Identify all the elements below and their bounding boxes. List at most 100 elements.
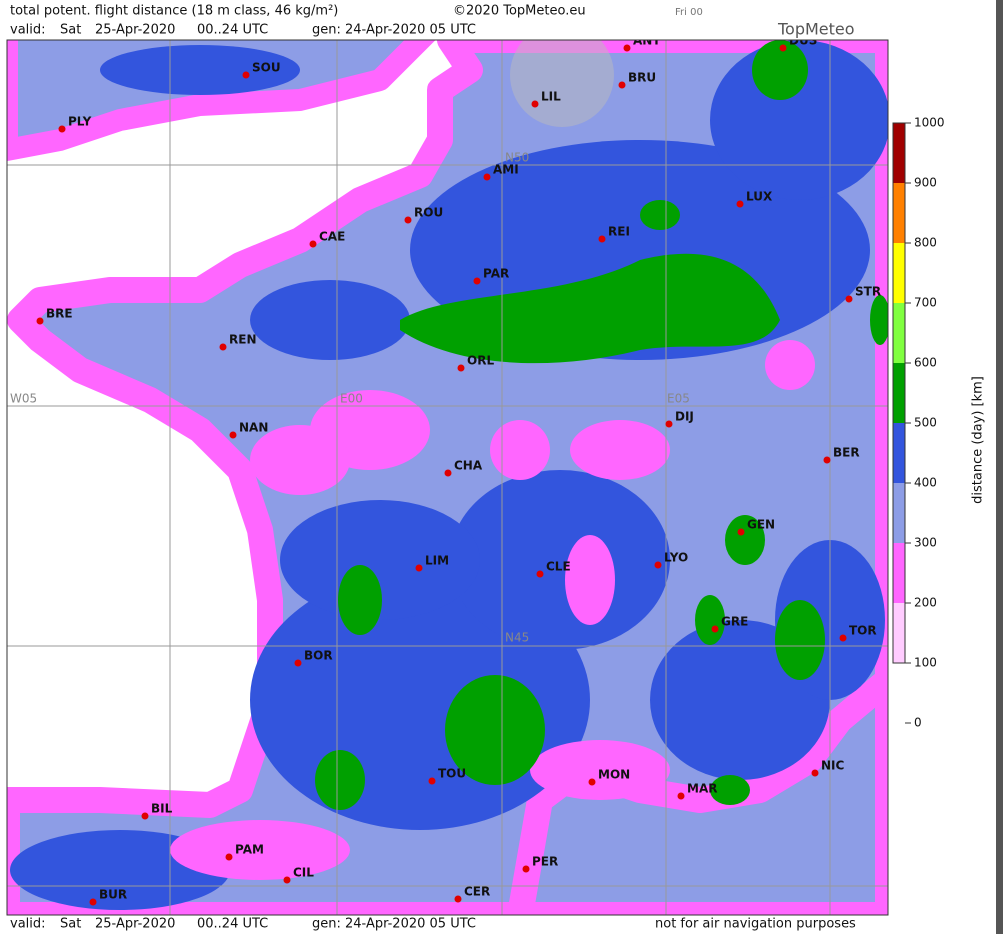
- city-label: SOU: [252, 61, 281, 75]
- city-label: TOU: [438, 767, 466, 781]
- city-label: GEN: [747, 518, 775, 532]
- legend-frame: [892, 122, 906, 664]
- graticule: [7, 40, 888, 915]
- city-marker: [309, 240, 317, 248]
- city-label: ROU: [414, 206, 443, 220]
- city-marker: [225, 853, 233, 861]
- city-marker: [473, 277, 481, 285]
- brand: TopMeteo: [777, 20, 855, 39]
- city-label: CER: [464, 885, 490, 899]
- legend-title: distance (day) [km]: [971, 376, 986, 504]
- city-label: BOR: [304, 649, 333, 663]
- city-marker: [428, 777, 436, 785]
- disclaimer: not for air navigation purposes: [655, 917, 856, 932]
- city-marker: [483, 173, 491, 181]
- city-label: LUX: [746, 190, 773, 204]
- city-marker: [457, 364, 465, 372]
- city-label: ORL: [467, 354, 494, 368]
- city-label: DUS: [789, 34, 817, 48]
- city-marker: [36, 317, 44, 325]
- city-label: CAE: [319, 230, 345, 244]
- legend-tick-label: 700: [914, 296, 937, 310]
- city-label: CLE: [546, 560, 571, 574]
- window-edge: [996, 0, 1003, 934]
- legend-tick-label: 600: [914, 356, 937, 370]
- city-marker: [531, 100, 539, 108]
- city-marker: [89, 898, 97, 906]
- generated: gen: 24-Apr-2020 05 UTC: [312, 23, 476, 38]
- city-marker: [522, 865, 530, 873]
- city-label: NIC: [821, 759, 845, 773]
- legend-tick-label: 500: [914, 416, 937, 430]
- city-marker: [404, 216, 412, 224]
- legend-tick-label: 100: [914, 656, 937, 670]
- pink-areas: [170, 340, 815, 880]
- city-marker: [839, 634, 847, 642]
- run: Fri 00: [675, 7, 703, 18]
- legend-tick-label: 400: [914, 476, 937, 490]
- legend-color: [893, 123, 905, 183]
- city-marker: [588, 778, 596, 786]
- city-label: PLY: [68, 115, 92, 129]
- green-areas: [315, 40, 888, 810]
- valid-label: valid:: [10, 23, 46, 38]
- city-marker: [736, 200, 744, 208]
- city-marker: [229, 431, 237, 439]
- city-marker: [415, 564, 423, 572]
- city-marker: [665, 420, 673, 428]
- city-label: BRE: [46, 307, 73, 321]
- city-marker: [242, 71, 250, 79]
- city-marker: [618, 81, 626, 89]
- city-label: BRU: [628, 71, 656, 85]
- day: Sat: [60, 917, 81, 932]
- city-marker: [294, 659, 302, 667]
- legend-color: [893, 363, 905, 423]
- city-marker: [654, 561, 662, 569]
- period: 00..24 UTC: [197, 917, 268, 932]
- city-label: TOR: [849, 624, 877, 638]
- period: 00..24 UTC: [197, 23, 268, 38]
- city-label: LIL: [541, 90, 561, 104]
- city-marker: [454, 895, 462, 903]
- city-label: STR: [855, 285, 881, 299]
- legend-tick-label: 300: [914, 536, 937, 550]
- legend-tick-label: 1000: [914, 116, 945, 130]
- city-marker: [141, 812, 149, 820]
- city-marker: [219, 343, 227, 351]
- city-label: MON: [598, 768, 630, 782]
- city-marker: [58, 125, 66, 133]
- city-label: CHA: [454, 459, 483, 473]
- grid-label: E00: [340, 392, 363, 406]
- city-label: REI: [608, 225, 630, 239]
- city-label: AMI: [493, 163, 519, 177]
- legend-color: [893, 243, 905, 303]
- date: 25-Apr-2020: [95, 917, 175, 932]
- city-label: BER: [833, 446, 860, 460]
- city-marker: [444, 469, 452, 477]
- city-label: DIJ: [675, 410, 694, 424]
- city-marker: [845, 295, 853, 303]
- city-marker: [623, 44, 631, 52]
- grid-label: N45: [505, 631, 529, 645]
- grid-label: E05: [667, 392, 690, 406]
- title: total potent. flight distance (18 m clas…: [10, 4, 338, 19]
- city-label: CIL: [293, 866, 314, 880]
- legend-color: [893, 183, 905, 243]
- copyright: ©2020 TopMeteo.eu: [453, 4, 586, 19]
- city-label: PER: [532, 855, 558, 869]
- city-label: NAN: [239, 421, 268, 435]
- map: W05 E00 E05 N50 N45 SOU PLY LIL ANT BRU DUS AMI LUX R…: [7, 34, 888, 915]
- city-label: ANT: [633, 34, 661, 48]
- valid-label: valid:: [10, 917, 46, 932]
- legend-color: [893, 603, 905, 663]
- city-label: LIM: [425, 554, 449, 568]
- city-label: REN: [229, 333, 256, 347]
- legend-tick-label: 800: [914, 236, 937, 250]
- city-marker: [811, 769, 819, 777]
- legend-color: [893, 543, 905, 603]
- city-marker: [779, 44, 787, 52]
- map-frame: [6, 39, 889, 916]
- generated: gen: 24-Apr-2020 05 UTC: [312, 917, 476, 932]
